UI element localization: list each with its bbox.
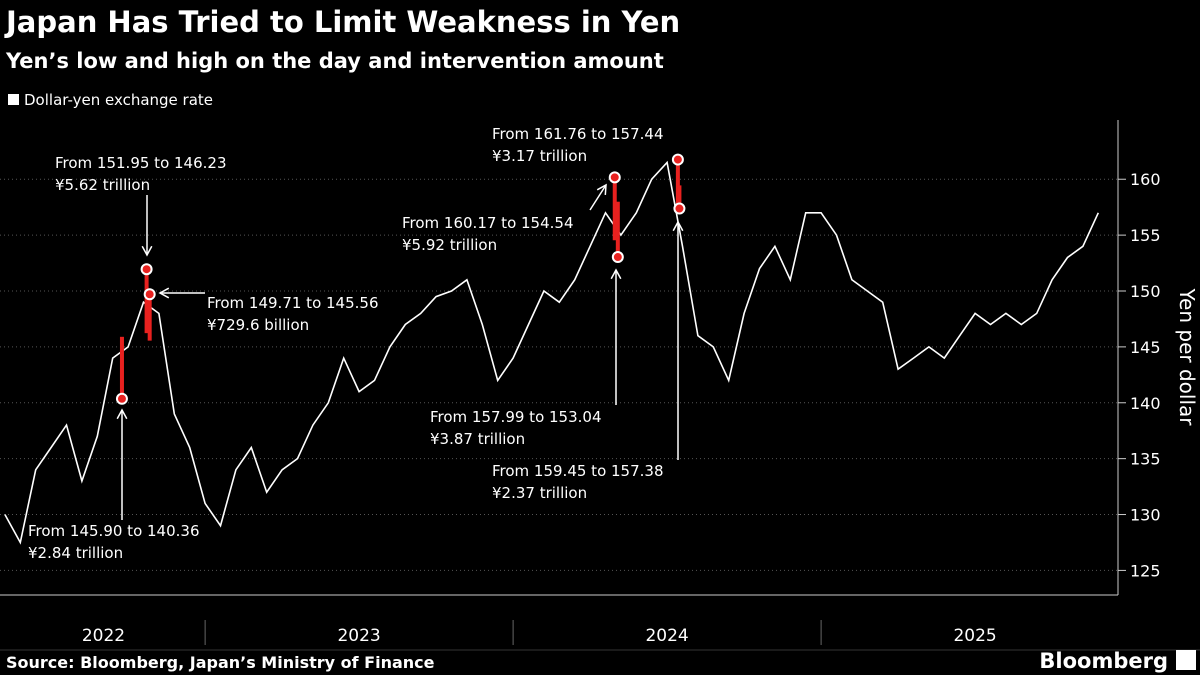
arrow-head [610, 268, 622, 280]
x-tick-label: 2025 [953, 626, 996, 646]
annotation-label: From 151.95 to 146.23 [55, 154, 227, 172]
intervention-dot [673, 202, 686, 215]
annotation-label: From 159.45 to 157.38 [492, 462, 664, 480]
arrow-head [116, 408, 128, 420]
arrow-head [596, 183, 607, 196]
x-tick-label: 2024 [645, 626, 688, 646]
annotation-label: From 145.90 to 140.36 [28, 522, 200, 540]
y-tick-label: 130 [1130, 506, 1161, 525]
y-tick-label: 145 [1130, 338, 1161, 357]
y-tick-label: 125 [1130, 561, 1161, 580]
intervention-bar [677, 185, 682, 209]
y-tick-label: 140 [1130, 394, 1161, 413]
brand: Bloomberg [1039, 649, 1168, 673]
y-axis-label: Yen per dollar [1175, 287, 1199, 426]
legend-swatch [8, 94, 19, 105]
brand-icon [1176, 650, 1196, 670]
annotation-label: From 157.99 to 153.04 [430, 408, 602, 426]
annotation-label: From 149.71 to 145.56 [207, 294, 379, 312]
x-tick-label: 2022 [82, 626, 125, 646]
intervention-bar [119, 336, 124, 399]
price-line [4, 160, 1100, 545]
annotation-arrow [589, 184, 607, 211]
intervention-bar [615, 201, 620, 258]
arrow-head [672, 220, 684, 232]
legend-label: Dollar-yen exchange rate [24, 91, 213, 109]
intervention-dot [115, 392, 128, 405]
intervention-dot [671, 153, 684, 166]
intervention-bar [675, 159, 680, 208]
annotation-amount: ¥2.84 trillion [28, 544, 123, 562]
intervention-dot [143, 288, 156, 301]
annotation-amount: ¥729.6 billion [207, 316, 309, 334]
source: Source: Bloomberg, Japan’s Ministry of F… [6, 653, 435, 672]
y-tick-label: 160 [1130, 170, 1161, 189]
x-tick-label: 2023 [337, 626, 380, 646]
annotation-amount: ¥5.92 trillion [402, 236, 497, 254]
y-tick-label: 135 [1130, 450, 1161, 469]
chart-title: Japan Has Tried to Limit Weakness in Yen [4, 5, 680, 39]
intervention-dot [140, 263, 153, 276]
intervention-bar [144, 269, 149, 334]
annotation-label: From 160.17 to 154.54 [402, 214, 574, 232]
annotation-amount: ¥3.87 trillion [430, 430, 525, 448]
arrow-head [141, 245, 153, 257]
annotation-amount: ¥5.62 trillion [55, 176, 150, 194]
arrow-head [158, 287, 170, 299]
intervention-bar [612, 177, 617, 241]
annotation-label: From 161.76 to 157.44 [492, 125, 664, 143]
intervention-dot [611, 251, 624, 264]
intervention-bar [147, 294, 152, 341]
annotation-amount: ¥2.37 trillion [492, 484, 587, 502]
y-tick-label: 155 [1130, 226, 1161, 245]
intervention-dot [608, 171, 621, 184]
chart-subtitle: Yen’s low and high on the day and interv… [5, 49, 664, 73]
y-tick-label: 150 [1130, 282, 1161, 301]
annotation-amount: ¥3.17 trillion [492, 147, 587, 165]
